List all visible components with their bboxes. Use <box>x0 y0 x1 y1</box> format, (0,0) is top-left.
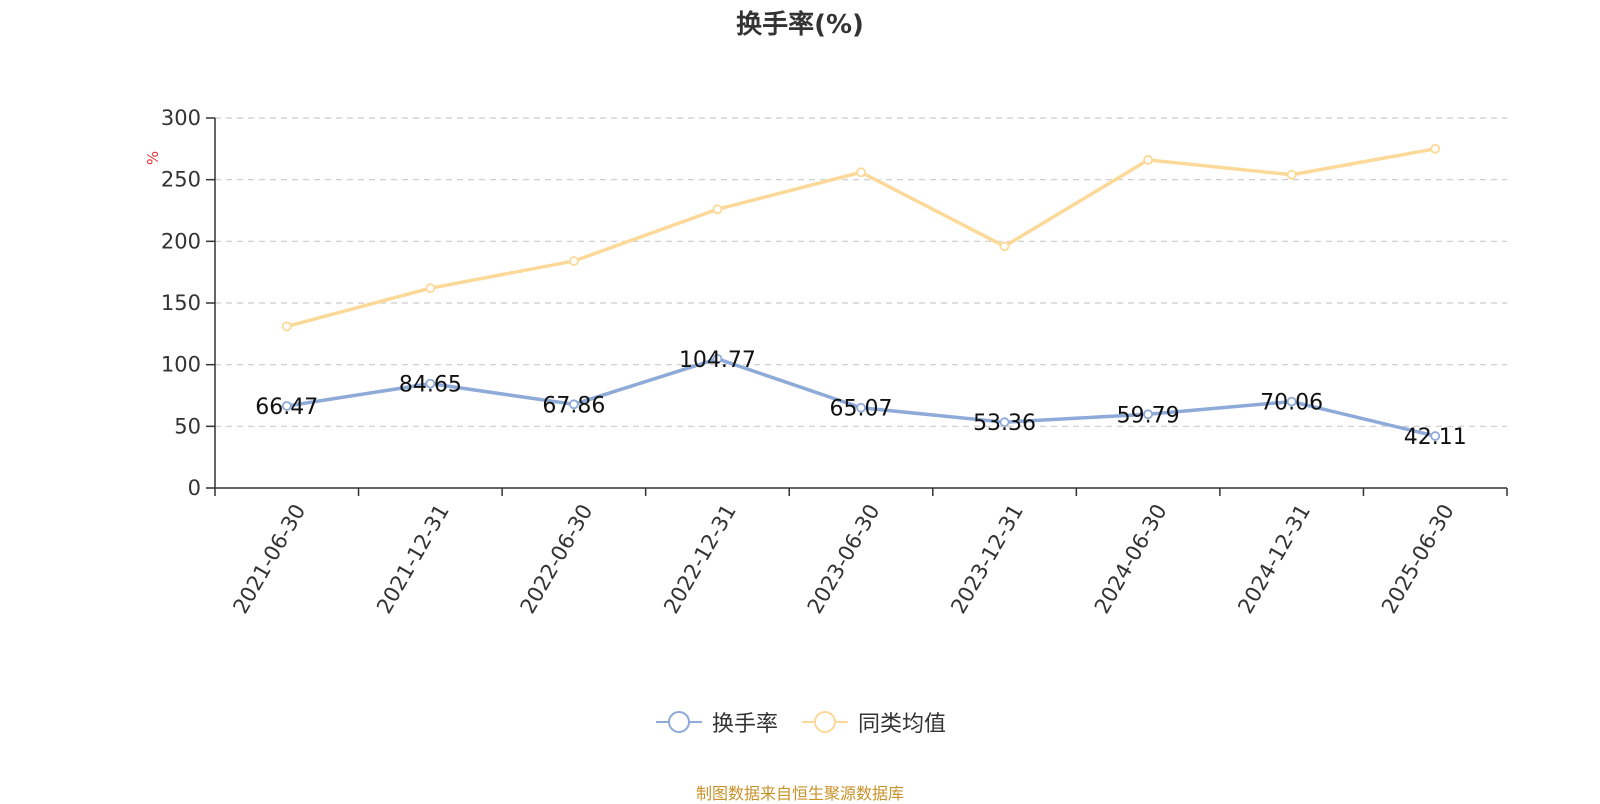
series-2-point[interactable] <box>425 283 436 294</box>
series-1-point[interactable] <box>712 353 723 364</box>
y-tick-label: 0 <box>188 476 201 500</box>
data-label: 67.86 <box>542 393 605 418</box>
data-label: 66.47 <box>255 395 318 420</box>
legend-item-series-2[interactable]: 同类均值 <box>800 706 946 738</box>
series-2-point[interactable] <box>1430 143 1441 154</box>
x-tick-label: 2024-06-30 <box>1090 500 1172 618</box>
x-tick-label: 2023-12-31 <box>946 500 1028 618</box>
x-tick-label: 2025-06-30 <box>1377 500 1459 618</box>
data-label: 65.07 <box>830 397 893 422</box>
legend-label-series-1: 换手率 <box>711 712 778 737</box>
y-tick-label: 300 <box>161 106 201 130</box>
chart-title: 换手率(%) <box>736 10 864 40</box>
series-2-point[interactable] <box>999 241 1010 252</box>
legend-line-circle-icon <box>802 711 848 733</box>
x-tick-label: 2021-06-30 <box>228 500 310 618</box>
series-1-point[interactable] <box>568 399 579 410</box>
y-axis-unit-label: % <box>144 151 162 165</box>
series-1-point[interactable] <box>1143 409 1154 420</box>
y-tick-label: 50 <box>174 414 201 438</box>
x-tick-label: 2024-12-31 <box>1233 500 1315 618</box>
series-1-point[interactable] <box>1286 396 1297 407</box>
y-tick-label: 250 <box>161 168 201 192</box>
y-tick-label: 100 <box>161 353 201 377</box>
series-lines <box>281 143 1441 441</box>
series-2-point[interactable] <box>712 204 723 215</box>
x-tick-label: 2021-12-31 <box>372 500 454 618</box>
series-2-point[interactable] <box>281 321 292 332</box>
data-label: 84.65 <box>399 373 462 398</box>
legend-line-circle-icon <box>655 711 702 733</box>
series-1-point[interactable] <box>425 378 436 389</box>
series-1-point[interactable] <box>999 417 1010 428</box>
x-tick-label: 2022-06-30 <box>516 500 598 618</box>
data-label: 70.06 <box>1260 391 1323 416</box>
y-tick-label: 200 <box>161 229 201 253</box>
series-1-point[interactable] <box>281 401 292 411</box>
legend: 换手率 同类均值 <box>0 706 1600 738</box>
series-2-point[interactable] <box>1143 155 1154 165</box>
data-label: 59.79 <box>1117 403 1180 428</box>
y-tick-label: 150 <box>161 291 201 315</box>
source-note: 制图数据来自恒生聚源数据库 <box>695 784 904 803</box>
series-1-point[interactable] <box>856 402 866 413</box>
data-label: 53.36 <box>973 411 1036 436</box>
x-tick-label: 2022-12-31 <box>659 500 741 618</box>
legend-label-series-2: 同类均值 <box>858 712 947 737</box>
legend-item-series-1[interactable]: 换手率 <box>654 706 778 738</box>
data-label: 104.77 <box>679 348 756 373</box>
series-1-point[interactable] <box>1430 431 1441 441</box>
series-2-point[interactable] <box>568 256 579 266</box>
data-label: 42.11 <box>1404 425 1467 450</box>
x-tick-label: 2023-06-30 <box>803 500 885 618</box>
series-2-point[interactable] <box>856 167 866 178</box>
data-labels: 66.47 84.65 67.86 104.77 65.07 53.36 59.79 70.0… <box>255 348 1466 450</box>
series-2-point[interactable] <box>1286 169 1297 180</box>
